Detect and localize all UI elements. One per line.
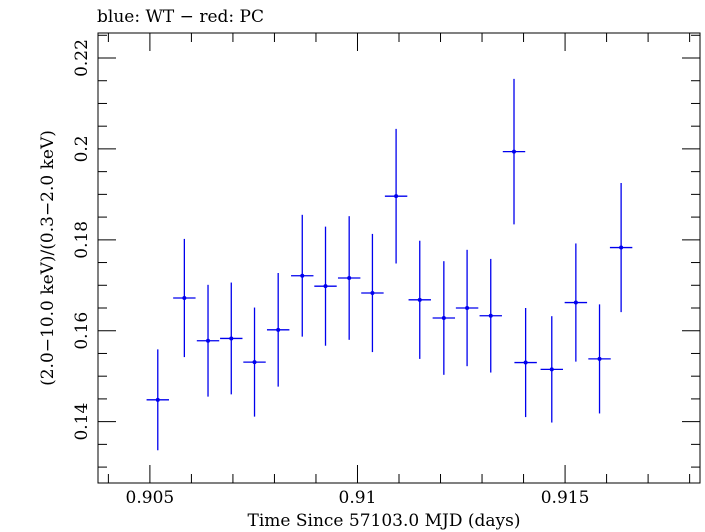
point-marker	[512, 149, 517, 154]
data-point	[502, 78, 526, 225]
data-point	[408, 240, 431, 359]
point-marker	[252, 360, 257, 365]
data-point	[266, 273, 290, 387]
data-point	[291, 214, 314, 337]
plot-frame	[97, 32, 701, 484]
point-marker	[323, 284, 328, 289]
data-point	[514, 308, 537, 418]
point-marker	[465, 306, 470, 310]
data-point	[196, 284, 220, 397]
data-point	[540, 316, 563, 423]
point-marker	[417, 297, 422, 302]
data-point	[243, 307, 266, 417]
data-point	[588, 304, 611, 414]
point-marker	[597, 356, 602, 361]
y-tick-label: 0.22	[72, 39, 92, 77]
point-marker	[523, 360, 528, 365]
chart-header: blue: WT − red: PC	[97, 7, 264, 27]
y-tick-label: 0.16	[72, 312, 92, 350]
data-points	[146, 78, 633, 451]
point-marker	[182, 296, 187, 300]
point-marker	[441, 316, 446, 320]
data-point	[455, 249, 479, 367]
point-marker	[229, 336, 234, 341]
data-point	[609, 183, 633, 313]
data-point	[432, 261, 456, 375]
data-point	[479, 258, 502, 373]
y-tick-label: 0.14	[72, 403, 92, 441]
data-point	[337, 216, 361, 340]
x-tick-labels: 0.905 0.91 0.915	[126, 488, 590, 508]
x-axis-label: Time Since 57103.0 MJD (days)	[248, 511, 521, 531]
point-marker	[155, 397, 160, 402]
point-marker	[394, 194, 399, 199]
point-marker	[549, 367, 554, 372]
point-marker	[276, 327, 281, 332]
data-point	[384, 128, 408, 264]
point-marker	[347, 276, 352, 280]
data-point	[173, 238, 196, 358]
point-marker	[300, 273, 305, 278]
point-marker	[206, 338, 211, 343]
data-point	[220, 282, 243, 395]
point-marker	[619, 245, 624, 250]
point-marker	[370, 291, 375, 295]
data-point	[314, 226, 337, 346]
point-marker	[488, 313, 493, 318]
x-tick-label: 0.905	[126, 488, 175, 508]
y-tick-label: 0.2	[72, 135, 92, 162]
x-tick-label: 0.915	[541, 488, 590, 508]
data-point	[146, 349, 169, 451]
y-axis-label: (2.0−10.0 keV)/(0.3−2.0 keV)	[38, 130, 58, 386]
y-tick-labels: 0.14 0.16 0.18 0.2 0.22	[72, 39, 92, 440]
data-point	[564, 243, 588, 362]
point-marker	[573, 300, 578, 305]
x-tick-label: 0.91	[339, 488, 377, 508]
axis-ticks	[98, 33, 700, 483]
y-tick-label: 0.18	[72, 221, 92, 259]
data-point	[361, 233, 384, 353]
